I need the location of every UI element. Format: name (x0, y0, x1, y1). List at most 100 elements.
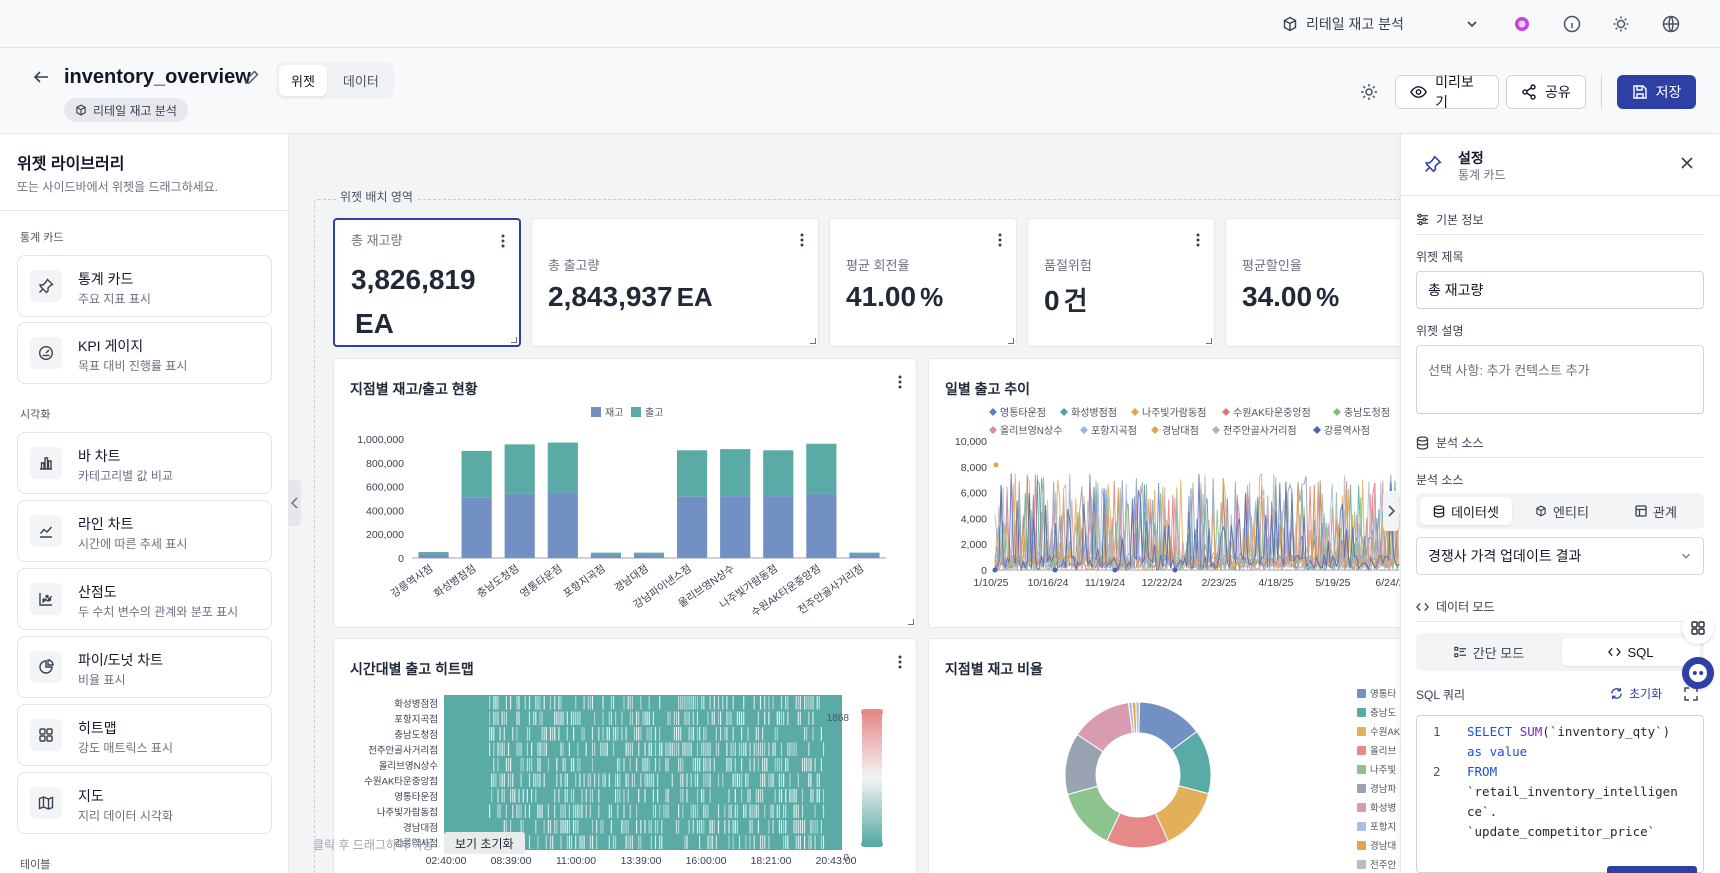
globe-icon[interactable] (1661, 14, 1681, 34)
heatmap-cell (558, 696, 560, 710)
resize-handle[interactable] (810, 338, 816, 344)
resize-handle[interactable] (1008, 338, 1014, 344)
widget-item-desc: 목표 대비 진행률 표시 (78, 359, 188, 373)
scroll-right-button[interactable] (1383, 491, 1399, 531)
heatmap-cell (696, 758, 699, 772)
kpi-card-avg-turnover[interactable]: 평균 회전율 41.00% (829, 218, 1017, 347)
save-button[interactable]: 저장 (1617, 75, 1696, 109)
heatmap-cell (741, 773, 743, 787)
resize-handle[interactable] (511, 337, 517, 343)
heatmap-cell (791, 789, 793, 803)
widget-item-line-chart[interactable]: 라인 차트 시간에 따른 추세 표시 (17, 500, 272, 562)
heatmap-cell (652, 804, 654, 818)
heatmap-cell (741, 711, 743, 725)
bar-출고 (461, 450, 492, 498)
legend-swatch (1357, 784, 1366, 793)
heatmap-cell (686, 789, 688, 803)
more-vertical-icon[interactable] (898, 655, 902, 669)
heatmap-cell (734, 820, 736, 834)
heatmap-cell (822, 804, 825, 818)
widget-item-heatmap[interactable]: 히트맵 강도 매트릭스 표시 (17, 704, 272, 766)
info-icon[interactable] (1562, 14, 1582, 34)
heatmap-cell (749, 804, 751, 818)
resize-handle[interactable] (1206, 338, 1212, 344)
widget-item-stat-card[interactable]: 통계 카드 주요 지표 표시 (17, 255, 272, 317)
tab-sql-mode[interactable]: SQL (1562, 638, 1700, 666)
heatmap-cell (562, 804, 564, 818)
more-vertical-icon[interactable] (800, 233, 804, 247)
heatmap-cell (734, 804, 736, 818)
widget-item-pie-chart[interactable]: 파이/도넛 차트 비율 표시 (17, 636, 272, 698)
heatmap-cell (585, 804, 587, 818)
heatmap-cell (808, 696, 810, 710)
heatmap-cell (678, 711, 680, 725)
more-vertical-icon[interactable] (501, 234, 505, 248)
widget-title-input[interactable]: 총 재고량 (1416, 271, 1704, 309)
kpi-card-total-stock[interactable]: 총 재고량 3,826,819 EA (333, 218, 521, 347)
heatmap-cell (654, 820, 657, 834)
share-button[interactable]: 공유 (1506, 75, 1586, 109)
more-vertical-icon[interactable] (898, 375, 902, 389)
tab-data[interactable]: 데이터 (342, 74, 379, 89)
tab-simple-mode[interactable]: 간단 모드 (1420, 638, 1558, 666)
heatmap-cell (556, 758, 558, 772)
widget-item-scatter[interactable]: 산점도 두 수치 변수의 관계와 분포 표시 (17, 568, 272, 630)
edit-pencil-icon[interactable] (244, 69, 260, 85)
heatmap-cell (810, 773, 812, 787)
heatmap-cell (717, 820, 720, 834)
sql-reset-button[interactable]: 초기화 (1610, 685, 1662, 702)
expand-icon[interactable] (1684, 687, 1698, 701)
reset-label: 초기화 (1629, 687, 1663, 701)
heatmap-cell (659, 727, 661, 741)
widget-item-kpi-gauge[interactable]: KPI 게이지 목표 대비 진행률 표시 (17, 322, 272, 384)
pie-chart-icon (30, 651, 62, 683)
sql-editor[interactable]: 1 SELECT SUM(`inventory_qty`) as value 2… (1416, 715, 1704, 873)
heatmap-cell (573, 804, 575, 818)
reset-view-button[interactable]: 보기 초기화 (444, 832, 525, 854)
tab-dataset[interactable]: 데이터셋 (1420, 497, 1512, 525)
run-button[interactable] (1607, 866, 1697, 873)
series-line-포항지곡점 (994, 475, 1400, 571)
more-vertical-icon[interactable] (998, 233, 1002, 247)
kpi-card-avg-discount[interactable]: 평균할인율 34.00% (1225, 218, 1405, 347)
theme-sun-icon[interactable] (1611, 14, 1631, 34)
heatmap-cell (610, 820, 612, 834)
chevron-down-icon[interactable] (1465, 17, 1479, 31)
widget-item-bar-chart[interactable]: 바 차트 카테고리별 값 비교 (17, 432, 272, 494)
more-vertical-icon[interactable] (1196, 233, 1200, 247)
widget-heatmap[interactable]: 시간대별 출고 히트맵 화성병점점 포항지곡점 충남도청점 전주안골사거리점 올리브영N… (333, 638, 917, 873)
widget-desc-textarea[interactable]: 선택 사항: 추가 컨텍스트 추가 (1416, 345, 1704, 414)
workspace-selector[interactable]: 리테일 재고 분석 (1282, 14, 1404, 34)
back-arrow-icon[interactable] (32, 69, 50, 85)
widget-grid-button[interactable] (1682, 612, 1714, 644)
heatmap-cell (717, 773, 720, 787)
ai-assistant-icon[interactable] (1512, 14, 1532, 34)
heatmap-cell (499, 742, 501, 756)
chatbot-button[interactable] (1682, 657, 1714, 689)
legend-label: 나주빛 (1370, 765, 1396, 776)
widget-line-chart[interactable]: 일별 출고 추이 영통타운점 화성병점점 나주빛가람동점 수원AK타운중앙점 충남도청점… (928, 358, 1406, 628)
heatmap-cell (747, 789, 749, 803)
preview-button[interactable]: 미리보기 (1395, 74, 1499, 110)
tab-widgets[interactable]: 위젯 (279, 65, 327, 96)
tab-relation[interactable]: 관계 (1612, 497, 1700, 525)
row-label: 경남대점 (403, 822, 438, 834)
widget-pie-chart[interactable]: 지점별 재고 비율 영통타 충남도 수원AK 올리브 나주빛 경남파 화성병 포항지 경남대 전주… (928, 638, 1405, 873)
heatmap-cell (778, 789, 780, 803)
close-icon[interactable] (1680, 156, 1694, 170)
heatmap-cell (640, 835, 642, 849)
widget-item-map[interactable]: 지도 지리 데이터 시각화 (17, 772, 272, 834)
heatmap-cell (497, 696, 499, 710)
heatmap-cell (497, 789, 499, 803)
dataset-select[interactable]: 경쟁사 가격 업데이트 결과 (1416, 537, 1704, 575)
kpi-card-total-outbound[interactable]: 총 출고량 2,843,937 EA (531, 218, 819, 347)
resize-handle[interactable] (908, 619, 914, 625)
kpi-number: 34.00 (1242, 281, 1313, 312)
tab-entity[interactable]: 엔티티 (1516, 497, 1608, 525)
heatmap-cell (627, 773, 629, 787)
legend-label: 포항지 (1370, 822, 1396, 833)
widget-bar-chart[interactable]: 지점별 재고/출고 현황 재고 출고 1,000,000 800,000 600,000… (333, 358, 917, 628)
settings-gear-icon[interactable] (1359, 82, 1379, 102)
collapse-sidebar-button[interactable] (289, 480, 301, 526)
